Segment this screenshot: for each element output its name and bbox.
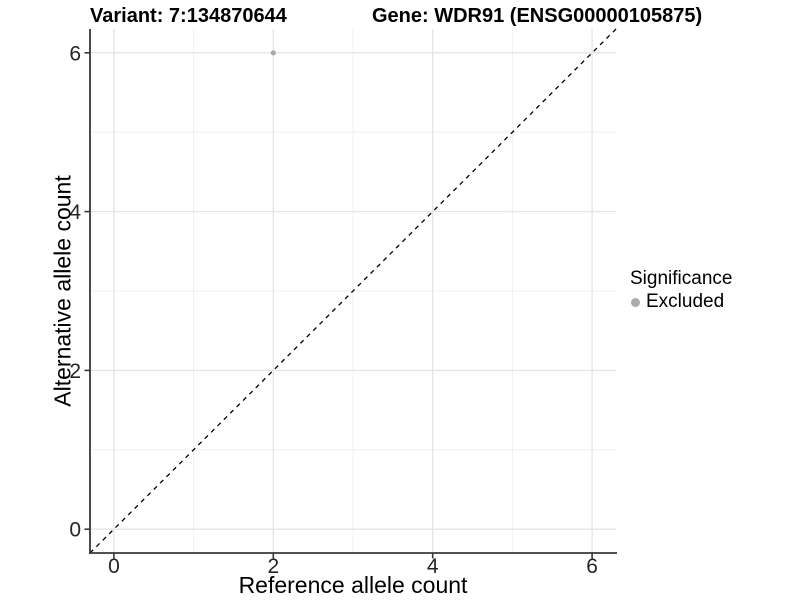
plot-title-gene: Gene: WDR91 (ENSG00000105875) <box>372 5 703 27</box>
y-axis-title: Alternative allele count <box>49 175 76 407</box>
y-tick-label: 0 <box>69 519 81 542</box>
x-axis-title: Reference allele count <box>238 572 468 598</box>
x-tick-label: 0 <box>108 555 120 578</box>
legend: Significance Excluded <box>630 268 732 313</box>
x-tick-label: 6 <box>586 555 598 578</box>
x-tick-label: 2 <box>267 555 279 578</box>
legend-item-label: Excluded <box>646 291 725 312</box>
data-point-excluded <box>270 50 276 56</box>
legend-item-excluded: Excluded <box>630 291 732 313</box>
legend-point-icon <box>631 297 640 307</box>
y-tick-label: 4 <box>69 201 81 224</box>
identity-dashed-line <box>89 28 617 554</box>
y-tick-label: 2 <box>69 360 81 383</box>
x-tick-label: 4 <box>427 555 439 578</box>
plot-title-variant: Variant: 7:134870644 <box>90 5 287 27</box>
legend-title: Significance <box>630 268 733 289</box>
y-tick-label: 6 <box>69 42 81 65</box>
